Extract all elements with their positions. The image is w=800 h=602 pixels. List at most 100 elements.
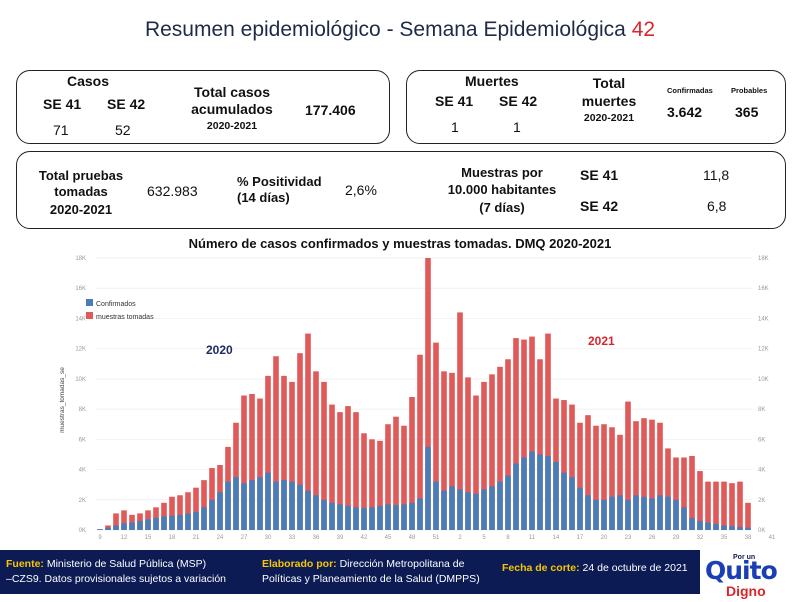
casos-total-value: 177.406	[305, 102, 356, 118]
bar-confirmados	[697, 520, 703, 530]
y-tick-label: 18K	[75, 256, 86, 262]
pruebas-total-label-2: tomadas	[54, 184, 108, 199]
footer-fuente: Fuente: Ministerio de Salud Pública (MSP…	[6, 558, 206, 570]
bar-confirmados	[225, 481, 231, 530]
footer-elaborado: Elaborado por: Dirección Metropolitana d…	[262, 558, 465, 570]
legend: Confirmados muestras tomadas	[86, 299, 154, 321]
x-tick-label: 26	[649, 535, 656, 541]
bar-confirmados	[249, 480, 255, 530]
bar-confirmados	[745, 527, 751, 530]
bar-confirmados	[209, 499, 215, 530]
bar-confirmados	[193, 511, 199, 530]
elaborado-label: Elaborado por:	[262, 558, 337, 570]
x-tick-label: 20	[601, 535, 608, 541]
fuente-text: Ministerio de Salud Pública (MSP)	[46, 558, 207, 570]
bar-confirmados	[161, 516, 167, 530]
bar-muestras	[417, 354, 423, 530]
y-tick-label: 8K	[79, 407, 86, 413]
bar-muestras	[561, 400, 567, 530]
bar-muestras	[745, 502, 751, 530]
chart-title: Número de casos confirmados y muestras t…	[188, 236, 612, 251]
bar-confirmados	[633, 495, 639, 530]
bar-muestras	[617, 434, 623, 530]
bar-confirmados	[609, 496, 615, 530]
bar-confirmados	[129, 522, 135, 530]
bar-confirmados	[433, 481, 439, 530]
bar-confirmados	[481, 489, 487, 530]
bar-muestras	[537, 359, 543, 530]
y-tick-label: 2K	[758, 498, 765, 504]
y-tick-label: 18K	[758, 256, 769, 262]
bar-muestras	[577, 422, 583, 530]
page-title: Resumen epidemiológico - Semana Epidemio…	[0, 18, 800, 42]
bar-muestras	[665, 448, 671, 530]
bar-confirmados	[713, 523, 719, 530]
fecha-text: 24 de octubre de 2021	[582, 562, 688, 574]
bar-muestras	[505, 359, 511, 530]
bar-muestras	[513, 338, 519, 530]
bar-muestras	[121, 510, 127, 530]
bar-confirmados	[241, 483, 247, 530]
y-axis-label: muestras_tomadas_se	[59, 367, 66, 433]
bar-confirmados	[457, 489, 463, 530]
bar-muestras	[273, 356, 279, 530]
bar-muestras	[113, 513, 119, 530]
bar-muestras	[289, 381, 295, 530]
bar-confirmados	[153, 517, 159, 530]
bar-confirmados	[113, 525, 119, 530]
bar-confirmados	[505, 475, 511, 530]
casos-se42-value: 52	[115, 122, 131, 138]
bar-muestras	[369, 439, 375, 530]
bar-muestras	[313, 371, 319, 530]
bar-confirmados	[729, 526, 735, 530]
x-tick-label: 36	[313, 535, 320, 541]
muertes-box: Muertes SE 41 SE 42 1 1 Total muertes 20…	[406, 70, 786, 144]
cases-chart: muestras_tomadas_se 0K 0K 2K 2K 4K 4K 6K 6K 8K 8K…	[59, 256, 776, 541]
x-tick-label: 14	[553, 535, 560, 541]
y-tick-label: 14K	[758, 316, 769, 322]
bar-confirmados	[497, 481, 503, 530]
muertes-se41-value: 1	[451, 119, 459, 135]
bar-muestras	[409, 397, 415, 530]
muestras-label-2: 10.000 habitantes	[447, 182, 557, 197]
bar-muestras	[569, 404, 575, 530]
x-ticks: 9 12 15 18 21 24 27 30 33 36 39 42 45 48 51 2 5 8 11 14 17 20…	[98, 535, 776, 541]
y-tick-label: 6K	[79, 437, 86, 443]
x-tick-label: 33	[289, 535, 296, 541]
logo-sub: Digno	[726, 583, 766, 599]
bar-confirmados	[673, 499, 679, 530]
bar-muestras	[601, 424, 607, 530]
x-tick-label: 23	[625, 535, 632, 541]
bar-confirmados	[337, 504, 343, 530]
y-tick-label: 14K	[75, 316, 86, 322]
bar-confirmados	[273, 481, 279, 530]
pruebas-box: Total pruebas tomadas 2020-2021 632.983 …	[16, 151, 786, 229]
bar-muestras	[545, 333, 551, 530]
bar-muestras	[353, 412, 359, 530]
bar-muestras	[281, 375, 287, 530]
bar-muestras	[697, 471, 703, 530]
bar-confirmados	[289, 481, 295, 530]
y-tick-label: 12K	[75, 347, 86, 353]
bar-muestras	[721, 481, 727, 530]
casos-total-period: 2020-2021	[206, 120, 258, 132]
bar-confirmados	[521, 457, 527, 530]
logo-main: Quito	[705, 556, 778, 585]
muertes-se41-label: SE 41	[435, 93, 474, 109]
bar-muestras	[249, 394, 255, 530]
bar-muestras	[393, 416, 399, 530]
bar-confirmados	[177, 514, 183, 530]
y-tick-label: 8K	[758, 407, 765, 413]
bar-confirmados	[105, 527, 111, 530]
bar-muestras	[201, 480, 207, 530]
bar-muestras	[385, 424, 391, 530]
bar-muestras	[529, 336, 535, 530]
x-tick-label: 45	[385, 535, 392, 541]
bar-confirmados	[425, 446, 431, 530]
bar-muestras	[625, 401, 631, 530]
muertes-se42-label: SE 42	[499, 93, 538, 109]
bar-muestras	[705, 481, 711, 530]
x-tick-label: 21	[193, 535, 200, 541]
bar-confirmados	[393, 505, 399, 530]
bar-muestras	[593, 425, 599, 530]
